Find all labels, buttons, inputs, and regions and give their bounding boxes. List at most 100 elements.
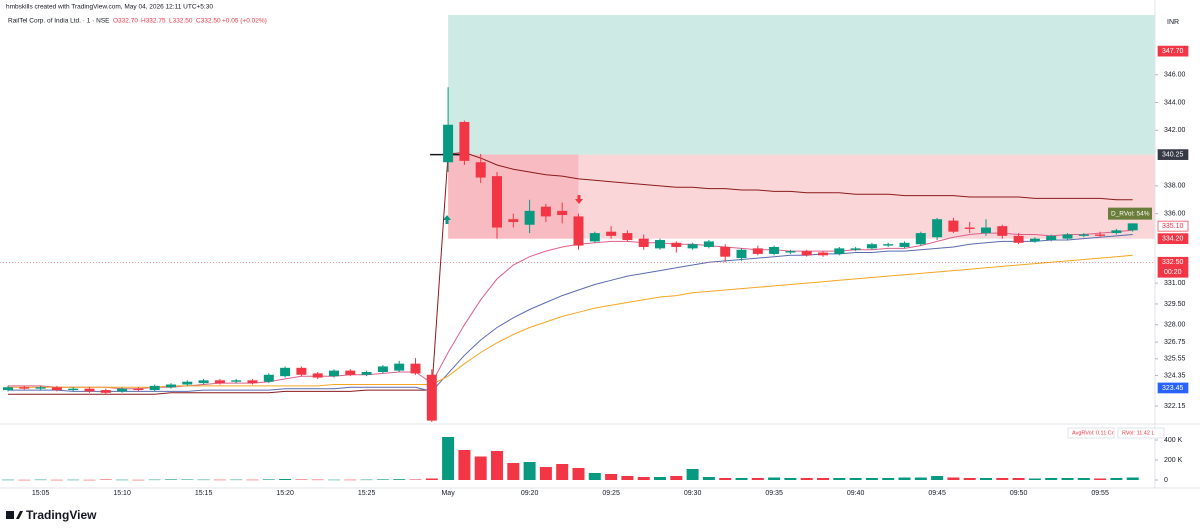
volume-bar (132, 479, 145, 481)
candle-body (394, 363, 405, 371)
y-tick-label: 336.00 (1164, 210, 1186, 217)
x-tick-label: 15:25 (358, 490, 376, 497)
x-tick-label: 09:50 (1010, 490, 1028, 497)
price-label: 323.45 (1162, 385, 1184, 392)
candle-body (198, 380, 209, 384)
volume-bar (230, 479, 243, 481)
indicator-text: D_RVol: 54% (1111, 210, 1150, 217)
volume-bar (2, 479, 14, 481)
volume-bar (719, 478, 732, 480)
candle-body (703, 241, 714, 247)
volume-bar (996, 478, 1009, 480)
volume-bar (197, 479, 210, 481)
volume-bar (50, 479, 63, 481)
volume-bar (849, 478, 862, 480)
candle-body (720, 246, 731, 257)
volume-bar (409, 479, 422, 480)
buy-arrow (443, 215, 451, 224)
volume-bar (817, 478, 829, 480)
volume-bar (295, 479, 308, 480)
volume-bar (393, 479, 406, 480)
volume-bar (328, 479, 340, 481)
y-tick-label: 328.00 (1164, 322, 1186, 329)
volume-bar (1061, 478, 1074, 480)
volume-bar (1077, 478, 1090, 480)
candle-body (443, 124, 454, 163)
candle-body (1078, 234, 1089, 236)
ma-line (8, 254, 1133, 388)
candle-body (117, 388, 128, 392)
volume-bar (458, 450, 471, 480)
y-tick-label: 326.75 (1164, 339, 1186, 346)
candle-body (1111, 230, 1122, 234)
currency: INR (1167, 19, 1179, 26)
volume-bar (376, 479, 389, 480)
x-tick-label: May (441, 490, 455, 497)
candle-body (801, 251, 812, 256)
volume-bar (83, 479, 96, 481)
volume-bar (148, 479, 161, 481)
candle-body (166, 384, 176, 388)
candle-body (557, 210, 568, 216)
volume-bar (654, 477, 666, 480)
candle-body (231, 380, 242, 382)
volume-bar (67, 479, 80, 481)
logo (6, 511, 23, 519)
volume-bar (1126, 477, 1139, 480)
candle-body (345, 370, 356, 375)
candle-body (850, 248, 861, 250)
volume-bar (980, 478, 992, 480)
candle-body (361, 371, 372, 375)
volume-bar (442, 437, 455, 480)
volume-bar (491, 451, 503, 480)
volume-bar (523, 462, 536, 480)
candle-body (932, 219, 943, 238)
y-tick-label: 344.00 (1164, 99, 1186, 106)
ohlc: L332.50 (169, 18, 193, 25)
volume-bar (621, 476, 634, 480)
candle-body (377, 366, 388, 372)
y-tick-label: 338.00 (1164, 183, 1186, 190)
x-tick-label: 09:55 (1091, 490, 1109, 497)
target-zone (448, 15, 1156, 155)
volume-bar (800, 478, 813, 480)
x-tick-label: 15:05 (32, 490, 50, 497)
candle-body (540, 206, 551, 217)
candle-body (84, 388, 95, 392)
volume-bar (311, 479, 324, 481)
volume-bar (425, 478, 438, 480)
price-label-box (1157, 233, 1189, 244)
price-label: 332.50 (1162, 259, 1184, 266)
candle-body (329, 370, 339, 377)
volume-bar (947, 477, 960, 480)
volume-bar (751, 478, 764, 480)
candle-body (492, 176, 502, 228)
candle-body (35, 387, 46, 389)
volume-bar (507, 463, 520, 480)
price-label-box (1157, 382, 1189, 394)
x-tick-label: 09:40 (847, 490, 865, 497)
candle-body (247, 380, 258, 384)
volume-bar (588, 473, 601, 480)
candle-body (426, 374, 437, 421)
price-label: 340.25 (1162, 151, 1184, 158)
price-label: 335.10 (1162, 223, 1184, 230)
volume-bar (181, 479, 194, 480)
candle-body (606, 231, 617, 236)
x-tick-label: 15:10 (113, 490, 131, 497)
volume-bar (344, 479, 357, 481)
volume-note: RVol: 11.42 L (1122, 430, 1155, 436)
y-tick-label: 346.00 (1164, 72, 1186, 79)
footer-brand: TradingView (26, 508, 97, 522)
candle-body (100, 390, 111, 393)
candle-body (508, 219, 519, 222)
ma-line (8, 229, 1133, 390)
candle-body (736, 249, 747, 259)
y-tick-label: 325.55 (1164, 356, 1186, 363)
y-tick-label: 324.35 (1164, 372, 1186, 379)
y-tick-label: 322.15 (1164, 403, 1186, 410)
candle-body (1013, 235, 1024, 243)
candle-body (948, 220, 959, 232)
volume-bar (833, 478, 846, 480)
